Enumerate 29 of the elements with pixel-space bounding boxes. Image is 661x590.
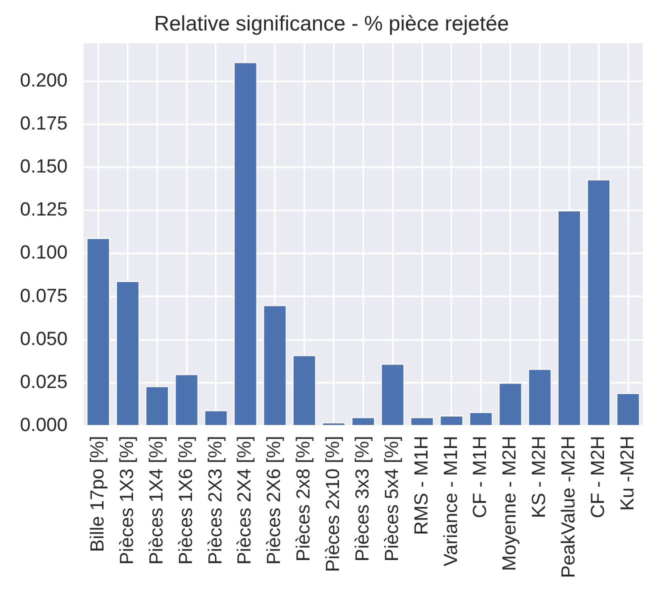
y-tick-label: 0.050 bbox=[20, 328, 68, 350]
y-tick-label: 0.100 bbox=[20, 242, 68, 264]
x-tick-label: Moyenne - M2H bbox=[500, 436, 521, 571]
y-tick-label: 0.200 bbox=[20, 70, 68, 92]
x-tick-label: Pièces 5x4 [%] bbox=[382, 436, 403, 562]
y-tick-label: 0.000 bbox=[20, 415, 68, 436]
x-tick-label: PeakValue -M2H bbox=[558, 436, 580, 578]
x-tick-label: Pièces 1X4 [%] bbox=[146, 436, 168, 565]
x-tick-label: CF - M2H bbox=[588, 436, 609, 518]
x-tick-label: Pièces 2X6 [%] bbox=[264, 436, 286, 565]
x-tick-label: KS - M2H bbox=[529, 436, 550, 518]
y-tick-label: 0.125 bbox=[20, 200, 68, 221]
y-tick-label: 0.150 bbox=[20, 156, 68, 178]
x-tick-label: CF - M1H bbox=[470, 436, 492, 518]
x-tick-label: Pièces 3x3 [%] bbox=[352, 436, 374, 562]
x-tick-label: Pièces 2x10 [%] bbox=[323, 436, 344, 572]
y-tick-label: 0.075 bbox=[20, 286, 68, 307]
x-tick-label: Variance - M1H bbox=[440, 436, 462, 566]
x-tick-label: Pièces 2X3 [%] bbox=[205, 436, 226, 565]
x-tick-label: Pièces 2x8 [%] bbox=[294, 436, 315, 562]
x-tick-label: Pièces 1X3 [%] bbox=[116, 436, 138, 565]
x-tick-label: RMS - M1H bbox=[411, 436, 432, 536]
x-tick-label: Pièces 2X4 [%] bbox=[234, 436, 256, 565]
y-tick-label: 0.025 bbox=[20, 372, 68, 393]
x-tick-label: Bille 17po [%] bbox=[88, 436, 108, 552]
chart-title: Relative significance - % pièce rejetée bbox=[154, 12, 509, 36]
y-tick-label: 0.175 bbox=[20, 113, 68, 134]
x-tick-label: Pièces 1X6 [%] bbox=[176, 436, 197, 565]
x-tick-label: Ku -M2H bbox=[617, 436, 638, 511]
